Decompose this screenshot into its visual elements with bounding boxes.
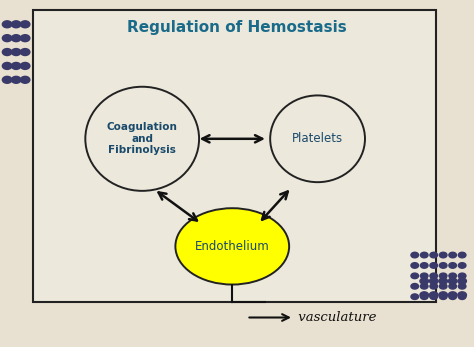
Ellipse shape [85, 87, 199, 191]
Circle shape [458, 273, 466, 279]
Circle shape [20, 49, 30, 56]
Circle shape [11, 35, 21, 42]
Circle shape [439, 263, 447, 268]
Circle shape [420, 273, 428, 279]
Circle shape [458, 292, 466, 298]
Circle shape [429, 292, 438, 298]
Circle shape [430, 252, 438, 258]
Circle shape [11, 21, 21, 28]
Text: vasculature: vasculature [294, 311, 376, 324]
Circle shape [20, 76, 30, 83]
Circle shape [449, 252, 456, 258]
Circle shape [430, 294, 438, 299]
Circle shape [2, 62, 12, 69]
Circle shape [411, 283, 419, 289]
Circle shape [458, 278, 466, 284]
Circle shape [448, 278, 457, 284]
Circle shape [449, 263, 456, 268]
Circle shape [11, 76, 21, 83]
Circle shape [420, 263, 428, 268]
Circle shape [439, 278, 447, 284]
Circle shape [420, 294, 428, 299]
Circle shape [449, 294, 456, 299]
Text: Regulation of Hemostasis: Regulation of Hemostasis [127, 20, 347, 35]
Circle shape [2, 21, 12, 28]
Circle shape [439, 273, 447, 279]
Circle shape [430, 263, 438, 268]
Circle shape [11, 49, 21, 56]
Circle shape [2, 76, 12, 83]
Circle shape [411, 252, 419, 258]
Circle shape [439, 294, 447, 299]
Circle shape [420, 283, 428, 289]
Text: Endothelium: Endothelium [195, 240, 270, 253]
Text: Coagulation
and
Fibrinolysis: Coagulation and Fibrinolysis [107, 122, 178, 155]
Circle shape [430, 283, 438, 289]
Circle shape [458, 263, 466, 268]
Circle shape [411, 273, 419, 279]
Circle shape [411, 263, 419, 268]
Circle shape [448, 292, 457, 298]
Circle shape [458, 252, 466, 258]
Circle shape [2, 49, 12, 56]
Circle shape [420, 278, 428, 284]
Circle shape [449, 283, 456, 289]
Circle shape [429, 278, 438, 284]
Circle shape [2, 35, 12, 42]
Circle shape [430, 273, 438, 279]
Circle shape [20, 62, 30, 69]
Circle shape [449, 273, 456, 279]
Circle shape [420, 252, 428, 258]
Circle shape [439, 292, 447, 298]
Circle shape [20, 35, 30, 42]
Ellipse shape [175, 208, 289, 285]
Circle shape [411, 294, 419, 299]
Circle shape [20, 21, 30, 28]
Circle shape [420, 292, 428, 298]
Circle shape [439, 252, 447, 258]
Bar [33, 10, 436, 302]
Text: Platelets: Platelets [292, 132, 343, 145]
Circle shape [458, 294, 466, 299]
Circle shape [11, 62, 21, 69]
Ellipse shape [270, 95, 365, 182]
Circle shape [458, 283, 466, 289]
Circle shape [439, 283, 447, 289]
